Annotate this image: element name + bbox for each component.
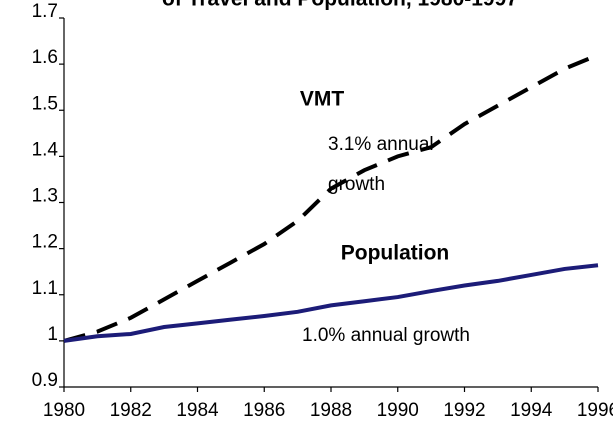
y-tick-label: 1.5 bbox=[32, 93, 58, 114]
x-tick-label: 1994 bbox=[510, 400, 553, 421]
x-tick-label: 1984 bbox=[176, 400, 219, 421]
annotation: growth bbox=[328, 174, 385, 195]
y-tick-label: 1.1 bbox=[32, 278, 58, 299]
x-tick-label: 1992 bbox=[443, 400, 485, 421]
annotation: 1.0% annual growth bbox=[302, 325, 470, 346]
annotation: 3.1% annual bbox=[328, 134, 434, 155]
x-tick-label: 1990 bbox=[377, 400, 419, 421]
series-line bbox=[63, 53, 599, 343]
series-label: Population bbox=[341, 242, 450, 265]
chart-title: of Travel and Population, 1980-1997 bbox=[162, 0, 518, 11]
y-tick-label: 1.4 bbox=[32, 139, 59, 160]
x-tick-label: 1980 bbox=[43, 400, 85, 421]
y-tick-label: 0.9 bbox=[32, 370, 58, 391]
series-label: VMT bbox=[300, 88, 345, 111]
y-tick-label: 1.2 bbox=[32, 232, 58, 253]
x-tick-label: 1982 bbox=[110, 400, 152, 421]
y-tick-label: 1.6 bbox=[32, 47, 58, 68]
x-tick-label: 1986 bbox=[243, 400, 285, 421]
y-tick-label: 1.7 bbox=[32, 1, 58, 22]
series-line bbox=[63, 263, 599, 343]
x-tick-label: 1996 bbox=[577, 400, 613, 421]
x-tick-label: 1988 bbox=[310, 400, 352, 421]
y-tick-label: 1.3 bbox=[32, 186, 58, 207]
y-tick-label: 1 bbox=[47, 324, 58, 345]
